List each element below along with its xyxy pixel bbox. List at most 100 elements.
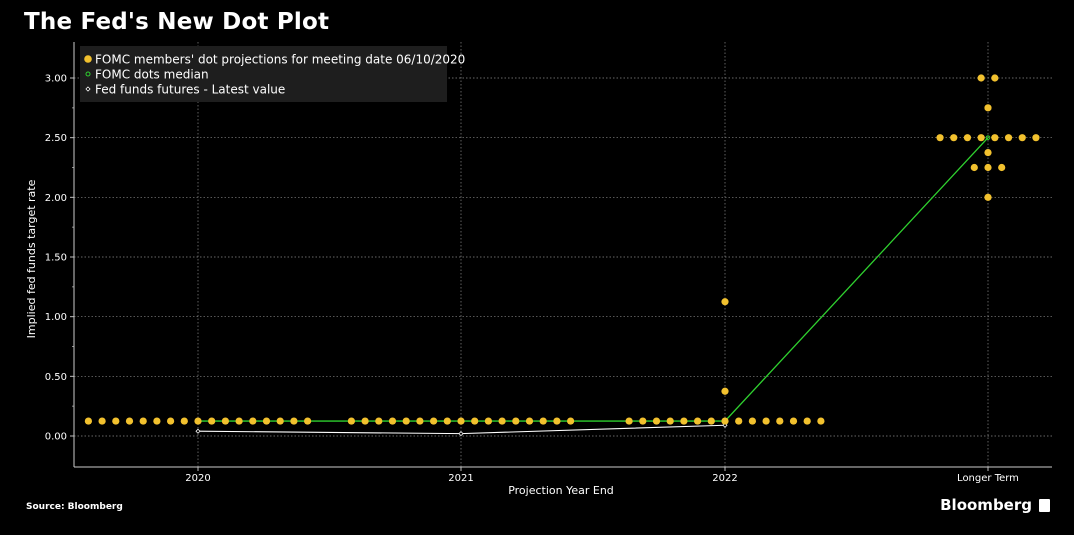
fomc-dot [180, 417, 188, 425]
axes: 0.00 0.50 1.00 1.50 2.00 2.50 3.00 2020 2021 2022… [25, 42, 1052, 497]
legend-entry: FOMC members' dot projections for meetin… [95, 53, 465, 67]
fomc-dot [430, 417, 438, 425]
fomc-dot [984, 104, 992, 112]
fomc-dot [639, 417, 647, 425]
fomc-dot [803, 417, 811, 425]
x-tick-label: 2021 [448, 473, 473, 484]
fomc-dot [970, 163, 978, 172]
legend: FOMC members' dot projections for meetin… [80, 46, 465, 102]
fomc-dot [276, 417, 284, 425]
fomc-dot [984, 163, 992, 172]
fomc-dot [388, 417, 397, 425]
fomc-dot [998, 163, 1006, 172]
y-tick-label: 1.00 [45, 312, 67, 323]
fomc-dot [1018, 134, 1026, 142]
legend-futures-marker [85, 86, 91, 92]
fomc-dot [991, 134, 999, 142]
fomc-dot [402, 417, 410, 425]
fomc-dot [443, 417, 451, 425]
y-axis-label: Implied fed funds target rate [25, 179, 38, 338]
fomc-dot [977, 74, 985, 82]
fomc-dot [416, 417, 424, 425]
fomc-dot [553, 417, 561, 425]
fomc-dot [977, 134, 985, 142]
y-tick-label: 2.50 [45, 133, 67, 144]
fomc-dot [457, 417, 465, 425]
x-tick-label: 2020 [185, 473, 210, 484]
legend-entry: FOMC dots median [95, 68, 209, 82]
fomc-dot [936, 134, 944, 142]
bloomberg-logo-icon [1039, 499, 1050, 512]
grid-lines [74, 42, 1052, 467]
dot-markers [84, 74, 1040, 425]
fomc-dot [112, 417, 120, 425]
fomc-dot [984, 193, 992, 201]
series-lines [195, 135, 991, 437]
fomc-dot [963, 134, 972, 142]
fomc-dot [375, 417, 383, 425]
fomc-dot [776, 417, 784, 425]
y-tick-label: 0.50 [45, 372, 67, 383]
fomc-dot [707, 417, 715, 425]
fomc-dot [208, 417, 216, 425]
fomc-dot [748, 417, 757, 425]
legend-box [80, 46, 447, 102]
fomc-dot [984, 148, 992, 157]
legend-dot-marker [84, 55, 92, 63]
fomc-dot [290, 417, 298, 425]
fomc-dot [721, 298, 729, 306]
y-tick-label: 2.00 [45, 193, 67, 204]
fomc-dot [361, 417, 369, 425]
x-axis-label: Projection Year End [508, 484, 614, 497]
futures-point [195, 428, 201, 434]
fomc-dot [652, 417, 661, 425]
fomc-dot [721, 387, 729, 395]
median-series-line [198, 137, 989, 422]
fomc-dot [789, 417, 798, 425]
fomc-dot [167, 417, 175, 425]
x-tick-label: 2022 [712, 473, 737, 484]
brand-logo-text: Bloomberg [940, 496, 1032, 514]
fomc-dot [735, 417, 743, 425]
fomc-dot [471, 417, 479, 425]
legend-entry: Fed funds futures - Latest value [95, 83, 285, 97]
fomc-dot [139, 417, 147, 425]
fomc-dot [484, 417, 492, 425]
fomc-dot [991, 74, 999, 82]
fomc-dot [221, 417, 229, 425]
fomc-dot [680, 417, 688, 425]
fomc-dot [194, 417, 202, 425]
fomc-dot [249, 417, 257, 425]
fomc-dot [153, 417, 161, 425]
fomc-dot [498, 417, 506, 425]
fomc-dot [512, 417, 520, 425]
x-tick-label: Longer Term [957, 473, 1019, 484]
fomc-dot [304, 417, 312, 425]
fomc-dot [625, 417, 633, 425]
fomc-dot [347, 417, 355, 425]
source-note: Source: Bloomberg [26, 502, 123, 512]
fomc-dot [539, 417, 547, 425]
fomc-dot [235, 417, 243, 425]
y-tick-label: 1.50 [45, 253, 67, 264]
fomc-dot [84, 417, 92, 425]
legend-median-marker [85, 71, 91, 77]
fomc-dot [1032, 134, 1040, 142]
fomc-dot [125, 417, 134, 425]
fomc-dot [666, 417, 674, 425]
fomc-dot [762, 417, 770, 425]
fomc-dot [1004, 134, 1013, 142]
fomc-dot [721, 417, 729, 425]
median-point [985, 135, 991, 140]
fomc-dot [817, 417, 825, 425]
chart-title: The Fed's New Dot Plot [24, 9, 330, 35]
fomc-dot [525, 417, 534, 425]
fomc-dot [262, 417, 271, 425]
futures-point [458, 431, 464, 437]
y-tick-label: 0.00 [45, 432, 67, 443]
fomc-dot [950, 134, 958, 142]
fomc-dot [694, 417, 702, 425]
fomc-dot [567, 417, 575, 425]
fomc-dot [98, 417, 106, 425]
